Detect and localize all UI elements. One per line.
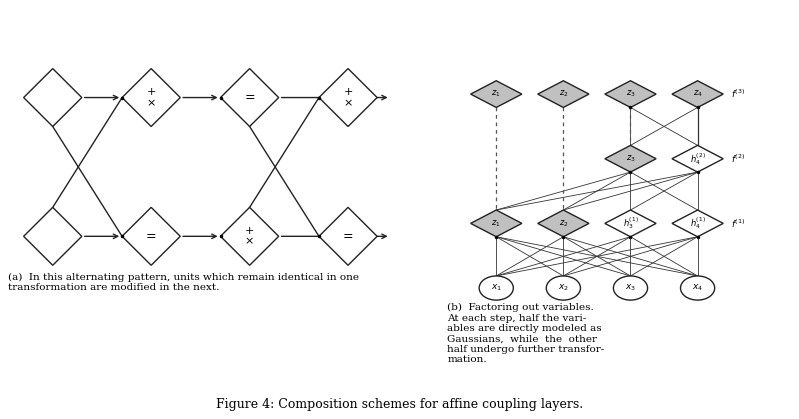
Polygon shape	[538, 81, 589, 107]
Text: $h_4^{(1)}$: $h_4^{(1)}$	[690, 216, 706, 231]
Polygon shape	[122, 69, 181, 127]
Text: (b)  Factoring out variables.
At each step, half the vari-
ables are directly mo: (b) Factoring out variables. At each ste…	[447, 303, 605, 364]
Polygon shape	[471, 210, 522, 237]
Text: +
×: + ×	[245, 226, 254, 247]
Text: Figure 4: Composition schemes for affine coupling layers.: Figure 4: Composition schemes for affine…	[216, 398, 583, 411]
Text: $x_3$: $x_3$	[625, 283, 636, 293]
Text: $h_4^{(2)}$: $h_4^{(2)}$	[690, 151, 706, 166]
Circle shape	[479, 276, 513, 300]
Polygon shape	[538, 210, 589, 237]
Text: $f^{(2)}$: $f^{(2)}$	[731, 153, 745, 165]
Text: $z_2$: $z_2$	[559, 89, 568, 99]
Polygon shape	[672, 145, 723, 172]
Polygon shape	[605, 145, 656, 172]
Polygon shape	[605, 81, 656, 107]
Text: =: =	[244, 91, 255, 104]
Text: $z_1$: $z_1$	[491, 89, 501, 99]
Polygon shape	[122, 207, 181, 265]
Polygon shape	[672, 210, 723, 237]
Text: =: =	[146, 230, 157, 243]
Text: $f^{(3)}$: $f^{(3)}$	[731, 88, 745, 100]
Text: +
×: + ×	[344, 87, 352, 108]
Circle shape	[547, 276, 580, 300]
Polygon shape	[319, 207, 377, 265]
Polygon shape	[221, 207, 279, 265]
Text: $x_4$: $x_4$	[692, 283, 703, 293]
Polygon shape	[605, 210, 656, 237]
Polygon shape	[24, 69, 81, 127]
Text: +
×: + ×	[146, 87, 156, 108]
Text: (a)  In this alternating pattern, units which remain identical in one
transforma: (a) In this alternating pattern, units w…	[8, 272, 359, 292]
Polygon shape	[471, 81, 522, 107]
Text: $z_3$: $z_3$	[626, 89, 635, 99]
Text: $z_4$: $z_4$	[693, 89, 702, 99]
Text: $h_3^{(1)}$: $h_3^{(1)}$	[622, 216, 638, 231]
Polygon shape	[221, 69, 279, 127]
Polygon shape	[24, 207, 81, 265]
Text: =: =	[343, 230, 353, 243]
Circle shape	[614, 276, 647, 300]
Text: $z_1$: $z_1$	[491, 218, 501, 229]
Text: $f^{(1)}$: $f^{(1)}$	[731, 217, 745, 230]
Polygon shape	[319, 69, 377, 127]
Text: $x_2$: $x_2$	[558, 283, 569, 293]
Text: $z_2$: $z_2$	[559, 218, 568, 229]
Text: $z_3$: $z_3$	[626, 153, 635, 164]
Text: $x_1$: $x_1$	[491, 283, 502, 293]
Polygon shape	[672, 81, 723, 107]
Circle shape	[681, 276, 714, 300]
